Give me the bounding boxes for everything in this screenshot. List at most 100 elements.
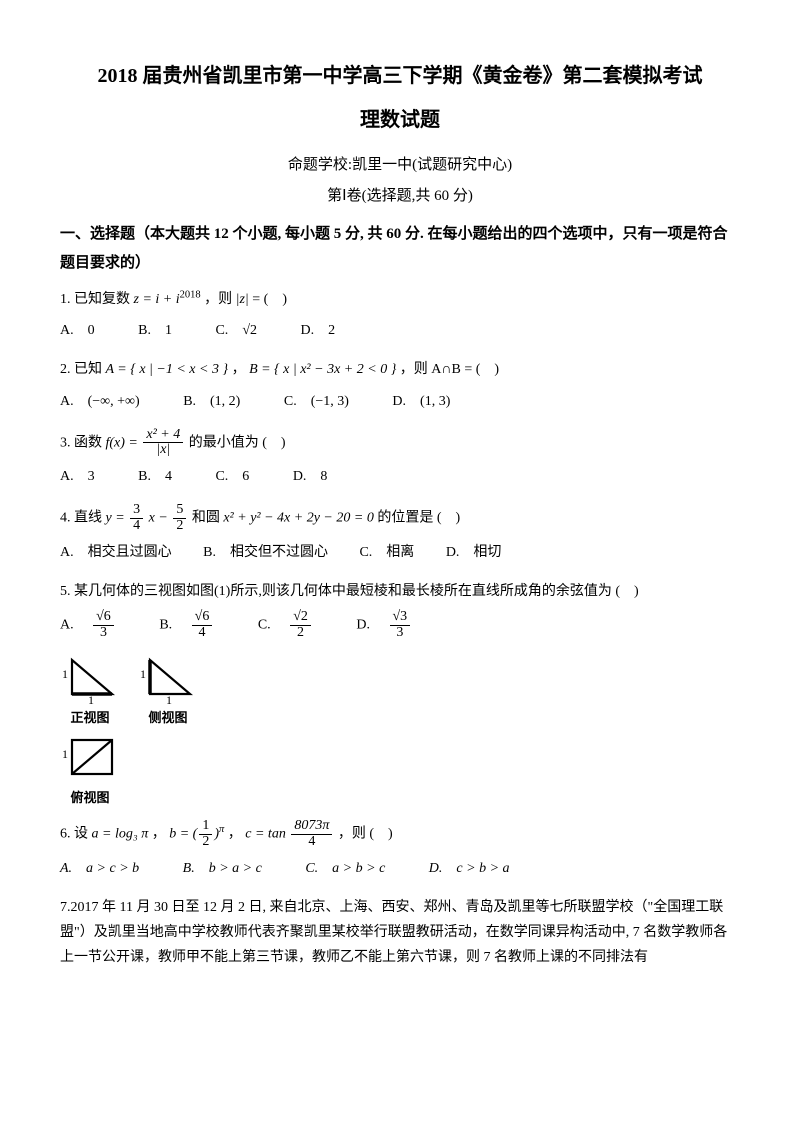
q1-c-val: √2 bbox=[242, 323, 257, 338]
q6-num: 6. bbox=[60, 827, 71, 842]
q4-y: y = bbox=[106, 511, 125, 526]
q6-b-num: 1 bbox=[199, 819, 212, 835]
fv-dim-w: 1 bbox=[88, 693, 94, 704]
q5-opt-a: A. √63 bbox=[60, 610, 116, 640]
q5-a-num: √6 bbox=[93, 610, 114, 626]
q3-options: A. 3 B. 4 C. 6 D. 8 bbox=[60, 464, 740, 489]
q1-expr: z = i + i2018 bbox=[134, 292, 201, 307]
q5-d-num: √3 bbox=[390, 610, 411, 626]
q1-num: 1. bbox=[60, 292, 71, 307]
q7-num: 7. bbox=[60, 900, 71, 915]
q6-post: ，则 ( ) bbox=[338, 827, 393, 842]
q5-b-num: √6 bbox=[192, 610, 213, 626]
q6-c-num: 8073π bbox=[291, 819, 332, 835]
q1-options: A. 0 B. 1 C. √2 D. 2 bbox=[60, 318, 740, 343]
q2-num: 2. bbox=[60, 362, 71, 377]
q3-opt-b: B. 4 bbox=[138, 464, 172, 489]
question-6: 6. 设 a = log₃ π ， b = (12)π ， c = tan 80… bbox=[60, 819, 740, 849]
q4-circle: x² + y² − 4x + 2y − 20 = 0 bbox=[223, 511, 374, 526]
question-3: 3. 函数 f(x) = x² + 4 |x| 的最小值为 ( ) bbox=[60, 428, 740, 458]
q6-a: a = log₃ π bbox=[92, 827, 149, 842]
q1-opt-b: B. 1 bbox=[138, 318, 172, 343]
q4-f2-den: 2 bbox=[173, 519, 186, 534]
title-line-1: 2018 届贵州省凯里市第一中学高三下学期《黄金卷》第二套模拟考试 bbox=[60, 58, 740, 94]
q4-options: A. 相交且过圆心 B. 相交但不过圆心 C. 相离 D. 相切 bbox=[60, 540, 740, 565]
q2-opt-c: C. (−1, 3) bbox=[284, 389, 349, 414]
q2-aset: A = { x | −1 < x < 3 } bbox=[106, 362, 229, 377]
q1-pre: 已知复数 bbox=[74, 292, 134, 307]
q5-stem: 某几何体的三视图如图(1)所示,则该几何体中最短棱和最长棱所在直线所成角的余弦值… bbox=[74, 584, 639, 599]
top-view: 1 俯视图 bbox=[60, 734, 120, 809]
q1-opt-d: D. 2 bbox=[301, 318, 336, 343]
q3-post: 的最小值为 ( ) bbox=[189, 435, 286, 450]
q2-options: A. (−∞, +∞) B. (1, 2) C. (−1, 3) D. (1, … bbox=[60, 389, 740, 414]
q6-opt-a: A. a > c > b bbox=[60, 856, 139, 881]
q3-opt-a: A. 3 bbox=[60, 464, 95, 489]
q4-f1-den: 4 bbox=[130, 519, 143, 534]
q1-opt-c: C. √2 bbox=[215, 318, 257, 343]
question-2: 2. 已知 A = { x | −1 < x < 3 } ， B = { x |… bbox=[60, 357, 740, 382]
question-5: 5. 某几何体的三视图如图(1)所示,则该几何体中最短棱和最长棱所在直线所成角的… bbox=[60, 579, 740, 604]
q1-mod: |z| bbox=[236, 292, 249, 307]
q4-mid: x − bbox=[149, 511, 168, 526]
q2-pre: 已知 bbox=[74, 362, 106, 377]
q5-c-num: √2 bbox=[290, 610, 311, 626]
q6-b-exp: π bbox=[219, 824, 224, 835]
q3-fx: f(x) = bbox=[106, 435, 138, 450]
q4-opt-b: B. 相交但不过圆心 bbox=[203, 540, 328, 565]
top-view-icon: 1 bbox=[60, 734, 120, 784]
q2-opt-a: A. (−∞, +∞) bbox=[60, 389, 140, 414]
title-line-2: 理数试题 bbox=[60, 102, 740, 138]
q6-c-den: 4 bbox=[291, 835, 332, 850]
q5-num: 5. bbox=[60, 584, 71, 599]
sv-dim-h: 1 bbox=[140, 667, 146, 681]
q3-opt-d: D. 8 bbox=[293, 464, 328, 489]
q3-pre: 函数 bbox=[74, 435, 106, 450]
q6-sep2: ， bbox=[228, 827, 242, 842]
question-4: 4. 直线 y = 3 4 x − 5 2 和圆 x² + y² − 4x + … bbox=[60, 503, 740, 533]
q5-b-pre: B. bbox=[159, 617, 186, 632]
q3-frac-den: |x| bbox=[143, 443, 183, 458]
question-1: 1. 已知复数 z = i + i2018 ，则 |z| = ( ) bbox=[60, 287, 740, 312]
fv-dim-h: 1 bbox=[62, 667, 68, 681]
q4-f1: 3 4 bbox=[130, 503, 143, 533]
q5-b-den: 4 bbox=[192, 626, 213, 641]
q4-f1-num: 3 bbox=[130, 503, 143, 519]
q6-c-frac: 8073π4 bbox=[291, 819, 332, 849]
q5-opt-c: C. √22 bbox=[258, 610, 313, 640]
q6-options: A. a > c > b B. b > a > c C. a > b > c D… bbox=[60, 856, 740, 881]
front-view-label: 正视图 bbox=[60, 706, 120, 729]
front-view: 1 1 正视图 bbox=[60, 654, 120, 729]
q4-post: 的位置是 ( ) bbox=[377, 511, 460, 526]
side-view-label: 侧视图 bbox=[138, 706, 198, 729]
q6-b-den: 2 bbox=[199, 835, 212, 850]
q6-opt-b: B. b > a > c bbox=[183, 856, 262, 881]
q2-bset: B = { x | x² − 3x + 2 < 0 } bbox=[249, 362, 396, 377]
tv-dim-h: 1 bbox=[62, 747, 68, 761]
q5-c-den: 2 bbox=[290, 626, 311, 641]
q1-mid: ，则 bbox=[204, 292, 236, 307]
q5-opt-d: D. √33 bbox=[356, 610, 412, 640]
school-line: 命题学校:凯里一中(试题研究中心) bbox=[60, 152, 740, 179]
q3-frac-num: x² + 4 bbox=[143, 428, 183, 444]
q4-opt-d: D. 相切 bbox=[446, 540, 502, 565]
q1-opt-a: A. 0 bbox=[60, 318, 95, 343]
top-view-label: 俯视图 bbox=[60, 786, 120, 809]
q4-pre: 直线 bbox=[74, 511, 106, 526]
q5-a-pre: A. bbox=[60, 617, 88, 632]
side-view-icon: 1 1 bbox=[138, 654, 198, 704]
q5-opt-b: B. √64 bbox=[159, 610, 214, 640]
q6-c-pre: c = tan bbox=[245, 827, 286, 842]
q1-post: = ( ) bbox=[252, 292, 287, 307]
q6-opt-c: C. a > b > c bbox=[305, 856, 385, 881]
q5-c-pre: C. bbox=[258, 617, 285, 632]
q6-b-pre: b = ( bbox=[169, 827, 197, 842]
q7-stem: 2017 年 11 月 30 日至 12 月 2 日, 来自北京、上海、西安、郑… bbox=[60, 900, 727, 965]
q4-f2-num: 5 bbox=[173, 503, 186, 519]
sv-dim-w: 1 bbox=[166, 693, 172, 704]
q5-options: A. √63 B. √64 C. √22 D. √33 bbox=[60, 610, 740, 640]
q2-post: ，则 A∩B = ( ) bbox=[400, 362, 499, 377]
front-view-icon: 1 1 bbox=[60, 654, 120, 704]
section-head: 一、选择题（本大题共 12 个小题, 每小题 5 分, 共 60 分. 在每小题… bbox=[60, 220, 740, 277]
part-line: 第Ⅰ卷(选择题,共 60 分) bbox=[60, 183, 740, 210]
